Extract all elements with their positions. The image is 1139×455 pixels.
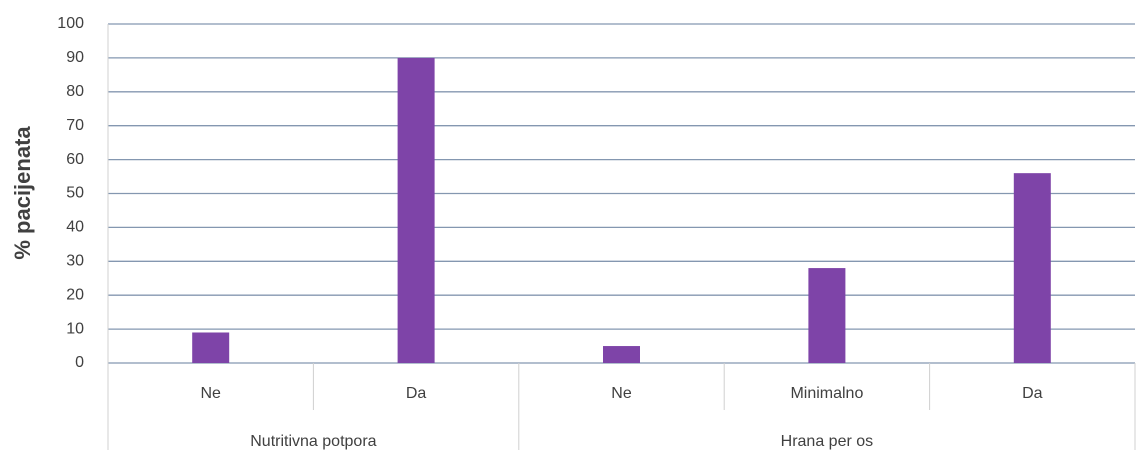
y-tick-label: 80 (66, 83, 84, 100)
y-tick-label: 90 (66, 49, 84, 66)
x-tick-label: Da (406, 385, 427, 402)
y-tick-label: 10 (66, 320, 84, 337)
x-tick-label: Ne (200, 385, 221, 402)
group-label: Nutritivna potpora (250, 433, 376, 450)
x-tick-label: Ne (611, 385, 632, 402)
y-axis-label: % pacijenata (10, 126, 35, 260)
group-label: Hrana per os (781, 433, 874, 450)
bar (808, 268, 846, 363)
x-tick-label: Da (1022, 385, 1043, 402)
y-tick-label: 60 (66, 151, 84, 168)
y-tick-label: 20 (66, 286, 84, 303)
bar (192, 332, 230, 363)
y-tick-label: 70 (66, 117, 84, 134)
y-tick-label: 0 (75, 354, 84, 371)
bar (1013, 173, 1051, 363)
x-tick-label: Minimalno (790, 385, 863, 402)
bar (603, 346, 640, 363)
y-tick-label: 100 (57, 15, 84, 32)
y-tick-label: 30 (66, 253, 84, 270)
bar (397, 57, 435, 364)
y-tick-label: 40 (66, 219, 84, 236)
y-tick-label: 50 (66, 185, 84, 202)
